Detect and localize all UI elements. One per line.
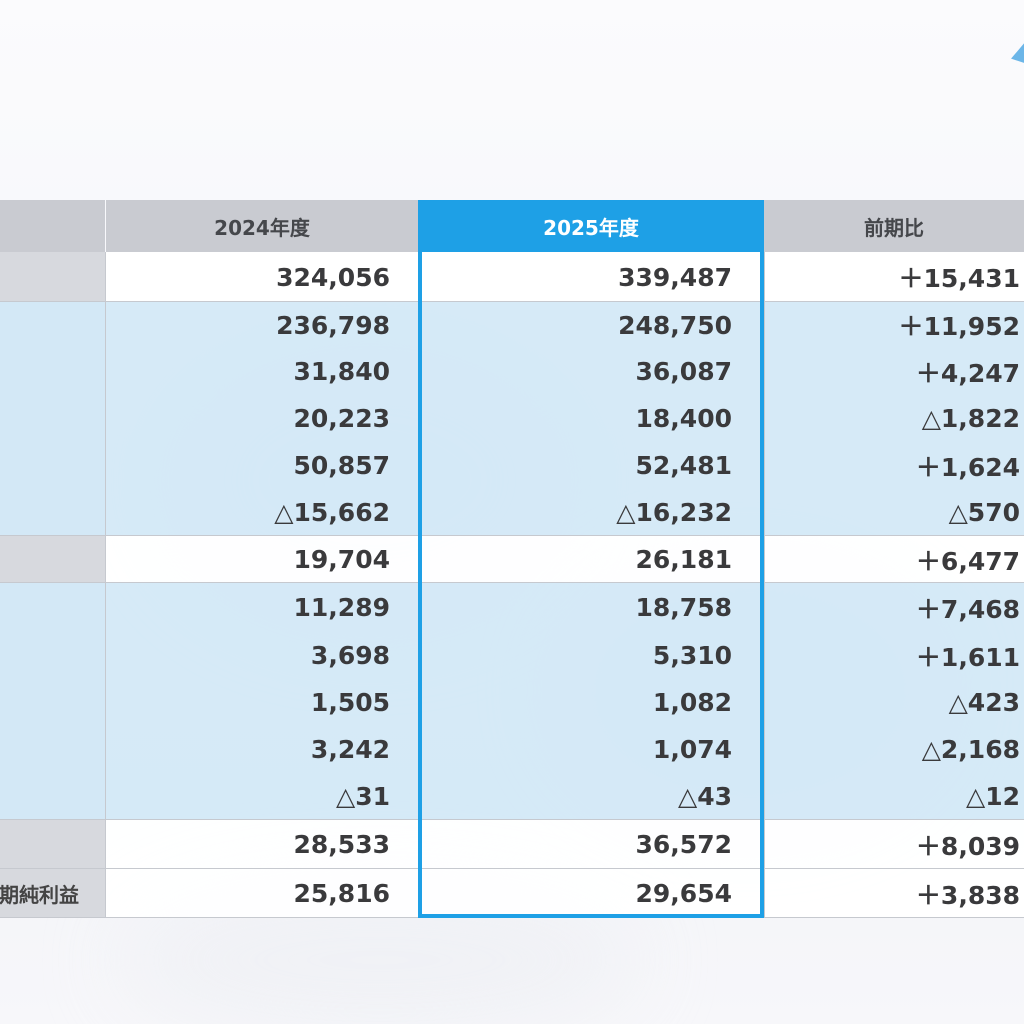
row-label: 期純利益 [0, 869, 105, 918]
row-label [0, 489, 105, 536]
value-change: ＋11,952 [764, 302, 1024, 348]
header-label-column [0, 200, 105, 252]
table-row: 1,505 1,082 △423 [0, 679, 1024, 726]
value-2024: 31,840 [106, 348, 418, 395]
row-label [0, 820, 105, 869]
value-2024: 236,798 [106, 302, 418, 348]
table-row: 3,698 5,310 ＋1,611 [0, 632, 1024, 679]
row-label [0, 302, 105, 348]
value-2024: 3,698 [106, 632, 418, 679]
value-change: △2,168 [764, 726, 1024, 773]
column-divider [105, 252, 106, 918]
value-2024: 1,505 [106, 679, 418, 726]
row-label [0, 442, 105, 489]
value-2025: 5,310 [418, 632, 764, 679]
value-2025: 1,082 [418, 679, 764, 726]
value-2024: 19,704 [106, 536, 418, 583]
row-divider [0, 535, 1024, 536]
value-2025: 1,074 [418, 726, 764, 773]
value-2024: 20,223 [106, 395, 418, 442]
value-2024: △31 [106, 773, 418, 820]
header-2024: 2024年度 [106, 200, 418, 252]
value-2024: 3,242 [106, 726, 418, 773]
value-2025: 52,481 [418, 442, 764, 489]
value-2025: 18,758 [418, 583, 764, 632]
value-change: ＋15,431 [764, 252, 1024, 302]
value-2024: 11,289 [106, 583, 418, 632]
value-2025: 29,654 [418, 869, 764, 918]
table-row: 期純利益 25,816 29,654 ＋3,838 [0, 869, 1024, 918]
value-2024: 50,857 [106, 442, 418, 489]
value-change: △423 [764, 679, 1024, 726]
row-divider [0, 582, 1024, 583]
value-change: △1,822 [764, 395, 1024, 442]
table-row: 31,840 36,087 ＋4,247 [0, 348, 1024, 395]
row-label [0, 536, 105, 583]
column-divider [418, 252, 419, 918]
value-2025: △16,232 [418, 489, 764, 536]
table-row: 236,798 248,750 ＋11,952 [0, 302, 1024, 348]
value-2024: 25,816 [106, 869, 418, 918]
value-2024: △15,662 [106, 489, 418, 536]
row-label [0, 726, 105, 773]
value-2025: △43 [418, 773, 764, 820]
value-change: ＋1,611 [764, 632, 1024, 679]
value-change: ＋6,477 [764, 536, 1024, 583]
value-change: ＋8,039 [764, 820, 1024, 869]
value-2025: 36,572 [418, 820, 764, 869]
table-row: 19,704 26,181 ＋6,477 [0, 536, 1024, 583]
value-2025: 18,400 [418, 395, 764, 442]
value-change: △12 [764, 773, 1024, 820]
value-2024: 28,533 [106, 820, 418, 869]
row-label [0, 679, 105, 726]
table-row: 11,289 18,758 ＋7,468 [0, 583, 1024, 632]
table-row: 28,533 36,572 ＋8,039 [0, 820, 1024, 869]
corner-accent-shape [1011, 37, 1024, 65]
column-divider [764, 252, 765, 918]
row-divider [0, 301, 1024, 302]
value-change: ＋1,624 [764, 442, 1024, 489]
value-2025: 26,181 [418, 536, 764, 583]
value-change: ＋3,838 [764, 869, 1024, 918]
table-row: 324,056 339,487 ＋15,431 [0, 252, 1024, 302]
row-label [0, 395, 105, 442]
table-row: 3,242 1,074 △2,168 [0, 726, 1024, 773]
row-divider [0, 819, 1024, 820]
table-header-row: 2024年度 2025年度 前期比 [0, 200, 1024, 252]
value-change: ＋4,247 [764, 348, 1024, 395]
row-label [0, 632, 105, 679]
row-label [0, 773, 105, 820]
table-row: 20,223 18,400 △1,822 [0, 395, 1024, 442]
table-row: △31 △43 △12 [0, 773, 1024, 820]
value-change: △570 [764, 489, 1024, 536]
row-divider [0, 917, 1024, 918]
header-change: 前期比 [764, 200, 1024, 252]
value-2025: 339,487 [418, 252, 764, 302]
row-label [0, 252, 105, 302]
row-divider [0, 868, 1024, 869]
value-2025: 248,750 [418, 302, 764, 348]
row-label [0, 348, 105, 395]
table-row: 50,857 52,481 ＋1,624 [0, 442, 1024, 489]
table-row: △15,662 △16,232 △570 [0, 489, 1024, 536]
value-2025: 36,087 [418, 348, 764, 395]
value-2024: 324,056 [106, 252, 418, 302]
row-label [0, 583, 105, 632]
header-2025: 2025年度 [418, 200, 764, 252]
financial-table: 2024年度 2025年度 前期比 324,056 339,487 ＋15,431 236,… [0, 200, 1024, 918]
value-change: ＋7,468 [764, 583, 1024, 632]
